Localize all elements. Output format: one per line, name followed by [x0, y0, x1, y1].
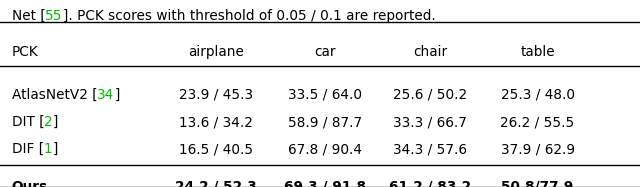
Text: DIT [: DIT [	[12, 115, 44, 129]
Text: ]: ]	[52, 142, 58, 156]
Text: 1: 1	[44, 142, 52, 156]
Text: 33.5 / 64.0: 33.5 / 64.0	[288, 88, 362, 102]
Text: car: car	[314, 45, 336, 59]
Text: 25.6 / 50.2: 25.6 / 50.2	[393, 88, 467, 102]
Text: 69.3 / 91.8: 69.3 / 91.8	[284, 180, 366, 187]
Text: ]. PCK scores with threshold of 0.05 / 0.1 are reported.: ]. PCK scores with threshold of 0.05 / 0…	[63, 9, 435, 23]
Text: 50.8/77.9: 50.8/77.9	[502, 180, 573, 187]
Text: 58.9 / 87.7: 58.9 / 87.7	[288, 115, 362, 129]
Text: 55: 55	[45, 9, 63, 23]
Text: ]: ]	[52, 115, 58, 129]
Text: 34.3 / 57.6: 34.3 / 57.6	[393, 142, 467, 156]
Text: 23.9 / 45.3: 23.9 / 45.3	[179, 88, 253, 102]
Text: airplane: airplane	[188, 45, 244, 59]
Text: 34: 34	[97, 88, 115, 102]
Text: DIF [: DIF [	[12, 142, 44, 156]
Text: 61.2 / 83.2: 61.2 / 83.2	[389, 180, 471, 187]
Text: ]: ]	[115, 88, 120, 102]
Text: 26.2 / 55.5: 26.2 / 55.5	[500, 115, 575, 129]
Text: 13.6 / 34.2: 13.6 / 34.2	[179, 115, 253, 129]
Text: Net [: Net [	[12, 9, 45, 23]
Text: table: table	[520, 45, 555, 59]
Text: 2: 2	[44, 115, 52, 129]
Text: Ours: Ours	[12, 180, 47, 187]
Text: 24.2 / 52.3: 24.2 / 52.3	[175, 180, 257, 187]
Text: chair: chair	[413, 45, 447, 59]
Text: 37.9 / 62.9: 37.9 / 62.9	[500, 142, 575, 156]
Text: 16.5 / 40.5: 16.5 / 40.5	[179, 142, 253, 156]
Text: AtlasNetV2 [: AtlasNetV2 [	[12, 88, 97, 102]
Text: 33.3 / 66.7: 33.3 / 66.7	[393, 115, 467, 129]
Text: 25.3 / 48.0: 25.3 / 48.0	[500, 88, 575, 102]
Text: PCK: PCK	[12, 45, 38, 59]
Text: 67.8 / 90.4: 67.8 / 90.4	[288, 142, 362, 156]
